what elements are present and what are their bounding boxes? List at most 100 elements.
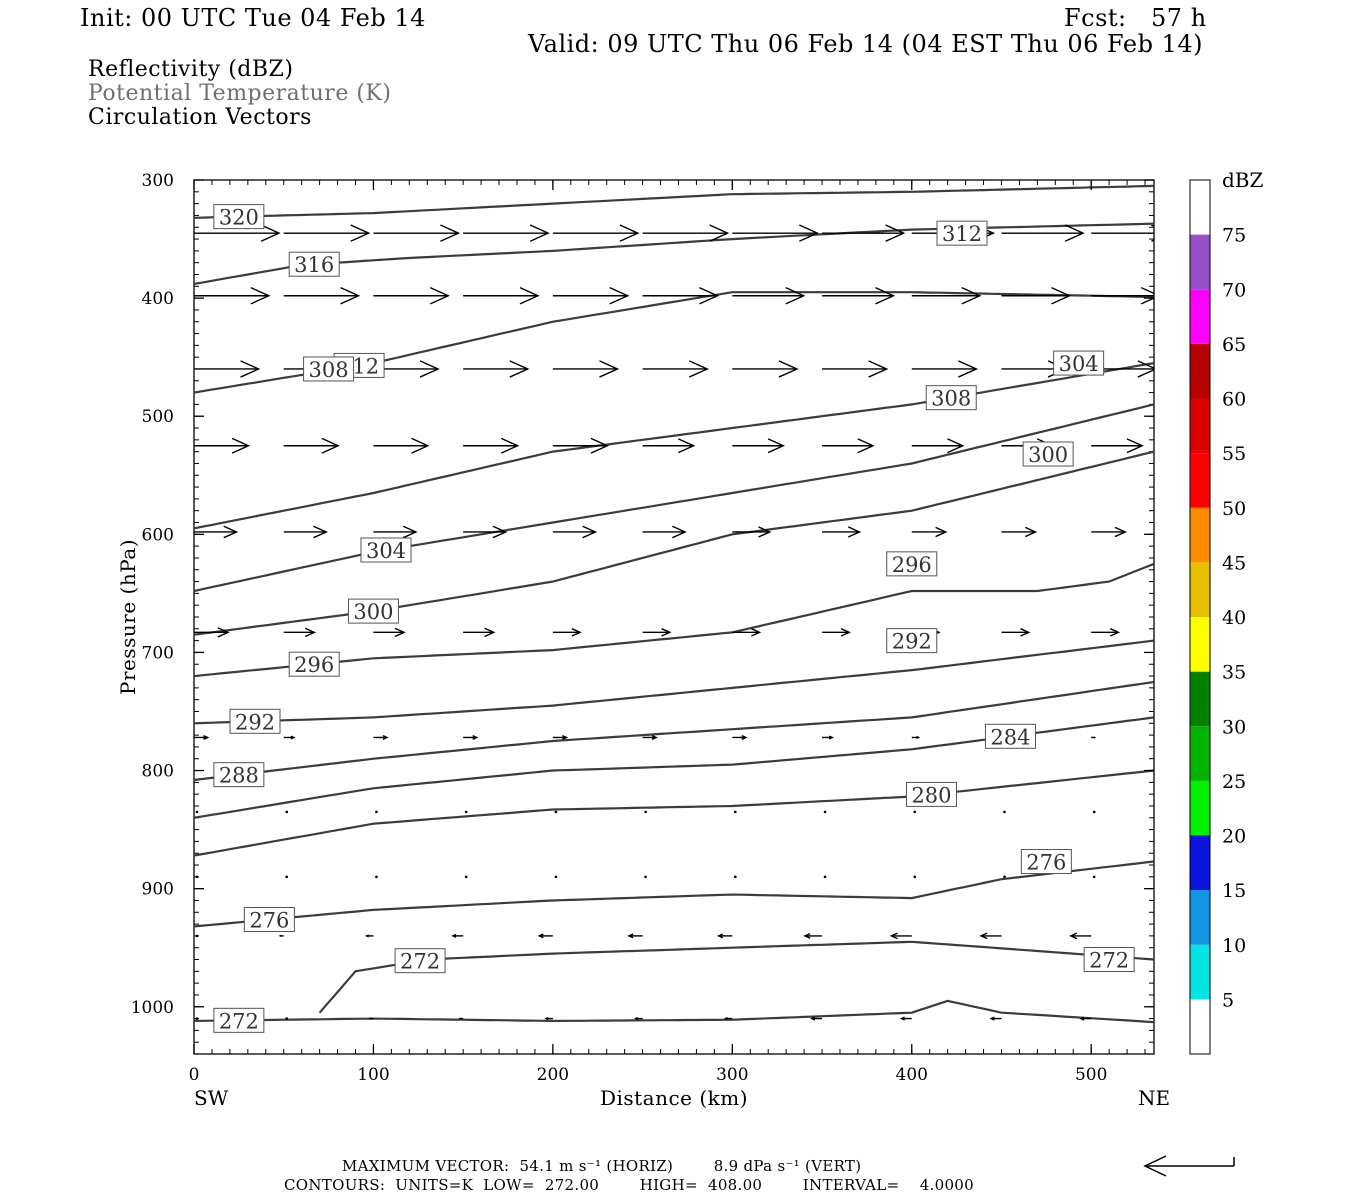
contour-label: 320 xyxy=(219,206,259,230)
colorbar-tick-label: 25 xyxy=(1222,771,1246,793)
vector-head xyxy=(661,628,672,637)
vector-calm-dot xyxy=(734,810,737,814)
vector-head xyxy=(619,224,640,242)
vector-head xyxy=(382,734,389,740)
vector-calm-dot xyxy=(195,1017,199,1020)
vector-head xyxy=(947,438,965,454)
y-tick-label: 1000 xyxy=(131,998,174,1018)
colorbar-bin xyxy=(1190,890,1210,945)
colorbar-tick-label: 70 xyxy=(1222,279,1246,301)
vector-head xyxy=(688,360,709,378)
contour-label: 296 xyxy=(892,553,932,577)
vector-head xyxy=(785,287,806,305)
contour-label: 288 xyxy=(219,764,259,788)
vector-calm-dot xyxy=(195,934,199,938)
vector-head xyxy=(840,628,851,637)
vector-calm-dot xyxy=(195,810,199,814)
vector-head xyxy=(304,627,317,638)
vector-head xyxy=(544,1017,549,1021)
vector-head xyxy=(590,437,609,454)
contour-line xyxy=(194,403,1154,593)
contour-label-box xyxy=(925,385,977,411)
contour-label-box xyxy=(1083,947,1135,973)
contour-label: 292 xyxy=(235,710,275,734)
vector-head xyxy=(313,525,328,539)
colorbar: 5 10 15 20 25 30 35 40 45 50 55 60 65 70 75 xyxy=(1189,179,1246,1055)
vector-calm-dot xyxy=(1092,875,1096,879)
vector-head xyxy=(440,224,461,242)
vector-calm-dot xyxy=(823,875,827,879)
colorbar-tick-label: 60 xyxy=(1222,389,1246,411)
colorbar-tick-label: 10 xyxy=(1222,935,1246,957)
vector-head xyxy=(699,287,720,305)
vector-head xyxy=(321,437,340,454)
vector-head xyxy=(350,224,371,242)
vector-head xyxy=(492,525,508,539)
vector-calm-dot xyxy=(375,875,378,879)
vector-head xyxy=(402,525,418,539)
vector-calm-dot xyxy=(644,875,647,879)
contour-label-box xyxy=(288,251,340,277)
contour-label: 272 xyxy=(400,950,440,974)
vector-head xyxy=(1051,287,1072,305)
contour-label-box xyxy=(886,628,938,654)
vector-head xyxy=(231,437,251,454)
vector-head xyxy=(778,360,799,378)
vector-head xyxy=(419,360,440,378)
colorbar-bin xyxy=(1190,944,1210,1000)
vector-head xyxy=(868,360,889,378)
y-tick-label: 600 xyxy=(142,525,174,545)
vector-calm-dot xyxy=(285,875,289,879)
contour-label: 292 xyxy=(892,630,932,654)
vector-head xyxy=(741,734,748,740)
vector-head xyxy=(885,224,906,242)
vector-head xyxy=(709,224,730,242)
vector-head xyxy=(935,526,948,538)
vector-head xyxy=(1137,360,1154,378)
vector-head xyxy=(223,525,239,539)
vector-calm-dot xyxy=(195,875,199,879)
vector-calm-dot xyxy=(823,810,827,814)
vector-head xyxy=(847,526,862,538)
vector-head xyxy=(364,934,369,938)
colorbar-tick-label: 45 xyxy=(1222,552,1246,574)
contour-line xyxy=(194,860,1154,928)
vector-head xyxy=(451,933,457,938)
vector-head xyxy=(875,287,896,305)
contour-label: 276 xyxy=(1026,850,1066,874)
contour-label-box xyxy=(213,1007,265,1033)
colorbar-bin xyxy=(1190,617,1210,672)
colorbar-bin xyxy=(1190,398,1210,454)
legend-reflectivity: Reflectivity (dBZ) xyxy=(88,57,294,82)
vector-head xyxy=(609,287,630,305)
colorbar-tick-label: 55 xyxy=(1222,443,1246,465)
vector-head xyxy=(1020,628,1031,637)
vector-calm-dot xyxy=(734,875,737,879)
colorbar-tick-label: 5 xyxy=(1222,989,1234,1011)
vector-head xyxy=(723,1017,728,1021)
vector-head xyxy=(529,224,550,242)
contour-label: 300 xyxy=(1028,443,1068,467)
vector-head xyxy=(828,735,834,740)
x-end-label-left: SW xyxy=(194,1086,229,1110)
contour-label-box xyxy=(1022,441,1074,467)
vector-calm-dot xyxy=(554,810,558,814)
colorbar-bin xyxy=(1190,453,1210,508)
reference-vector-head xyxy=(1143,1155,1167,1177)
colorbar-bin xyxy=(1190,835,1210,891)
contour-line xyxy=(194,639,1154,725)
contour-label-box xyxy=(360,537,412,563)
vector-calm-dot xyxy=(913,875,917,879)
x-tick-label: 200 xyxy=(537,1065,569,1085)
contour-label: 312 xyxy=(942,222,982,246)
contour-label: 272 xyxy=(1089,949,1129,973)
plot-area xyxy=(193,179,1155,1055)
contour-label-box xyxy=(1053,350,1105,376)
colorbar-tick-label: 15 xyxy=(1222,880,1246,902)
vector-head xyxy=(260,224,281,242)
vector-head xyxy=(651,734,658,740)
x-end-label-right: NE xyxy=(1138,1086,1170,1110)
vector-head xyxy=(889,932,898,940)
vector-head xyxy=(1140,287,1154,305)
legend-potential-temperature: Potential Temperature (K) xyxy=(88,81,392,106)
